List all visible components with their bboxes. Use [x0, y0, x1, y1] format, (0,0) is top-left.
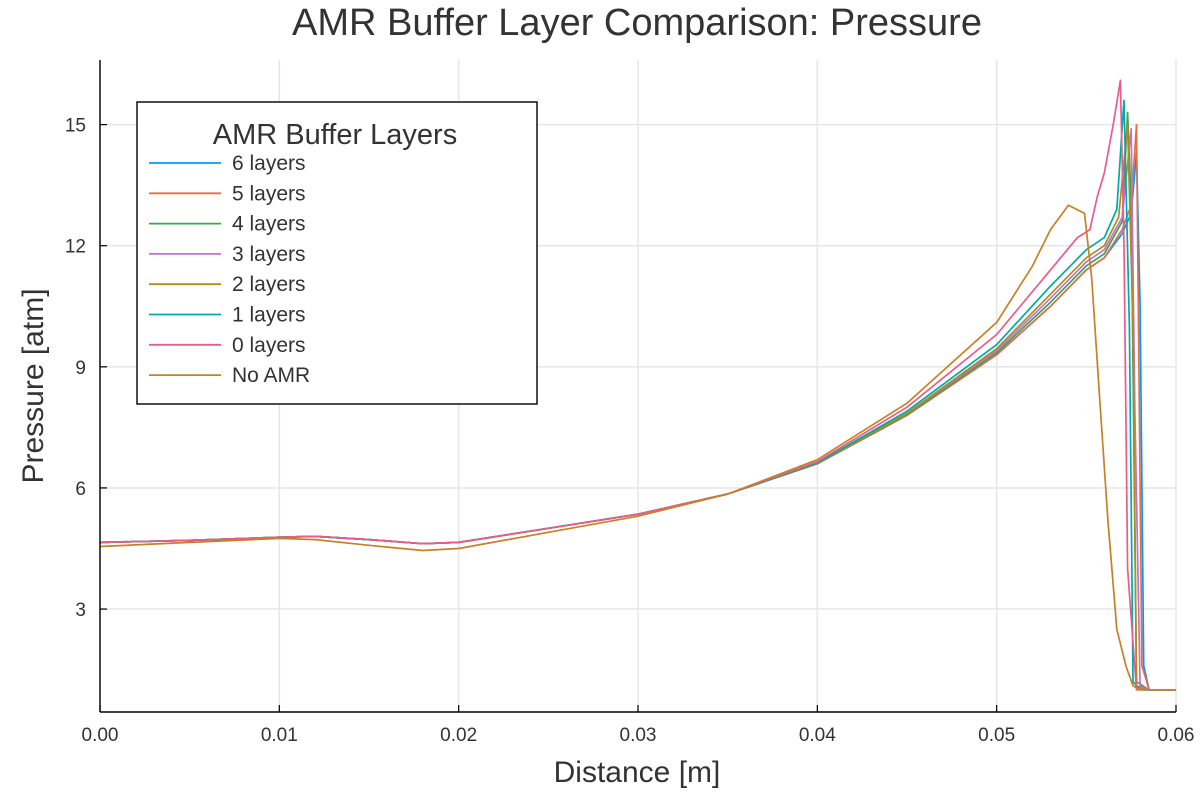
legend-label: 5 layers: [232, 182, 306, 205]
series-lines: [99, 79, 1176, 691]
legend-label: No AMR: [232, 364, 310, 387]
legend-entries: 6 layers 5 layers 4 layers 3 layers 2 layers…: [149, 152, 310, 387]
x-tick-label: 0.01: [261, 725, 298, 746]
y-tick-label: 9: [75, 358, 86, 379]
x-tick-label: 0.05: [978, 725, 1015, 746]
legend: AMR Buffer Layers 6 layers 5 layers 4 laye…: [136, 101, 538, 405]
x-tick-label: 0.03: [620, 725, 657, 746]
chart-title: AMR Buffer Layer Comparison: Pressure: [292, 2, 982, 44]
y-tick-label: 6: [75, 479, 86, 500]
legend-label: 1 layers: [232, 304, 306, 327]
legend-title: AMR Buffer Layers: [213, 119, 457, 151]
y-tick-label: 3: [75, 600, 86, 621]
legend-label: 2 layers: [232, 273, 306, 296]
y-tick-label: 15: [65, 116, 86, 137]
tick-labels: 0.00 0.01 0.02 0.03 0.04 0.05 0.06 3 6 9 12 15: [65, 116, 1195, 746]
y-axis-label: Pressure [atm]: [17, 288, 50, 483]
x-tick-label: 0.02: [440, 725, 477, 746]
x-tick-label: 0.06: [1158, 725, 1195, 746]
legend-label: 0 layers: [232, 334, 306, 357]
x-tick-label: 0.04: [799, 725, 836, 746]
legend-label: 3 layers: [232, 243, 306, 266]
series-line-7: [99, 204, 1176, 691]
legend-label: 4 layers: [232, 213, 306, 236]
x-tick-label: 0.00: [82, 725, 119, 746]
legend-label: 6 layers: [232, 152, 306, 175]
x-axis-label: Distance [m]: [554, 756, 721, 789]
y-tick-label: 12: [65, 237, 86, 258]
series-line-6: [99, 79, 1176, 691]
